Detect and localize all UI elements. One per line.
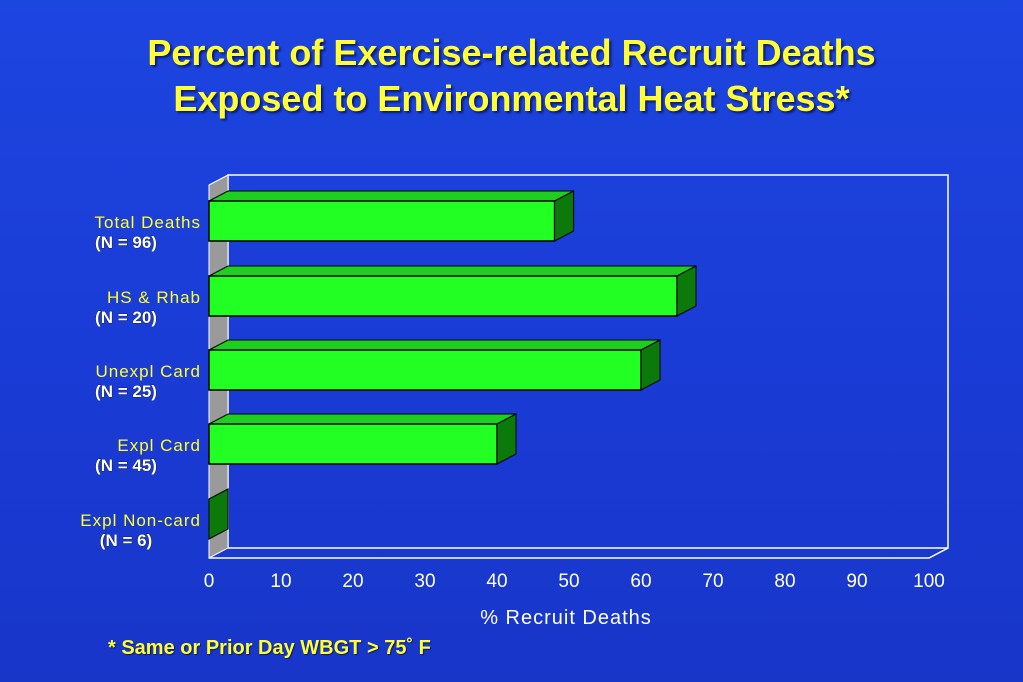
bar-3: [208, 339, 661, 391]
bar-top-face: [208, 265, 697, 277]
bar-front-face: [208, 200, 556, 242]
bar-end-face: [554, 190, 575, 242]
footnote: * Same or Prior Day WBGT > 75˚ F: [108, 637, 431, 659]
category-label: Total Deaths: [95, 213, 202, 232]
bar-front-face: [208, 349, 642, 391]
category-label: Unexpl Card: [96, 362, 202, 381]
bar-top-face: [208, 339, 661, 351]
bar-1: [208, 190, 575, 242]
x-tick-label: 50: [558, 571, 579, 592]
bar-5: [208, 488, 229, 540]
category-count-label: (N = 25): [95, 382, 157, 401]
bar-end-face: [208, 488, 229, 540]
x-tick-label: 10: [270, 571, 291, 592]
category-count-label: (N = 20): [95, 308, 157, 327]
chart-title-line-2: Exposed to Environmental Heat Stress*: [173, 78, 850, 119]
x-tick-label: 100: [913, 571, 945, 592]
x-axis-label: % Recruit Deaths: [480, 607, 652, 629]
bar-4: [208, 413, 517, 465]
chart-title: Percent of Exercise-related Recruit Deat…: [0, 30, 1023, 122]
x-tick-label: 60: [630, 571, 651, 592]
chart-title-line-1: Percent of Exercise-related Recruit Deat…: [147, 32, 876, 73]
category-label: Expl Card: [117, 436, 201, 455]
x-tick-label: 20: [342, 571, 363, 592]
bar-top-face: [208, 190, 574, 202]
x-tick-label: 40: [486, 571, 507, 592]
x-tick-label: 80: [774, 571, 795, 592]
x-tick-label: 30: [414, 571, 435, 592]
bar-2: [208, 265, 697, 317]
bar-end-face: [676, 265, 697, 317]
category-label: HS & Rhab: [107, 288, 201, 307]
x-tick-label: 90: [846, 571, 867, 592]
category-count-label: (N = 45): [95, 456, 157, 475]
category-label: Expl Non-card: [80, 511, 201, 530]
category-count-label: (N = 6): [100, 531, 152, 550]
bar-end-face: [496, 413, 517, 465]
bar-end-face: [640, 339, 661, 391]
bar-front-face: [208, 275, 678, 317]
category-count-label: (N = 96): [95, 233, 157, 252]
x-tick-label: 70: [702, 571, 723, 592]
bar-top-face: [208, 413, 517, 425]
bar-front-face: [208, 423, 498, 465]
x-tick-label: 0: [204, 571, 215, 592]
